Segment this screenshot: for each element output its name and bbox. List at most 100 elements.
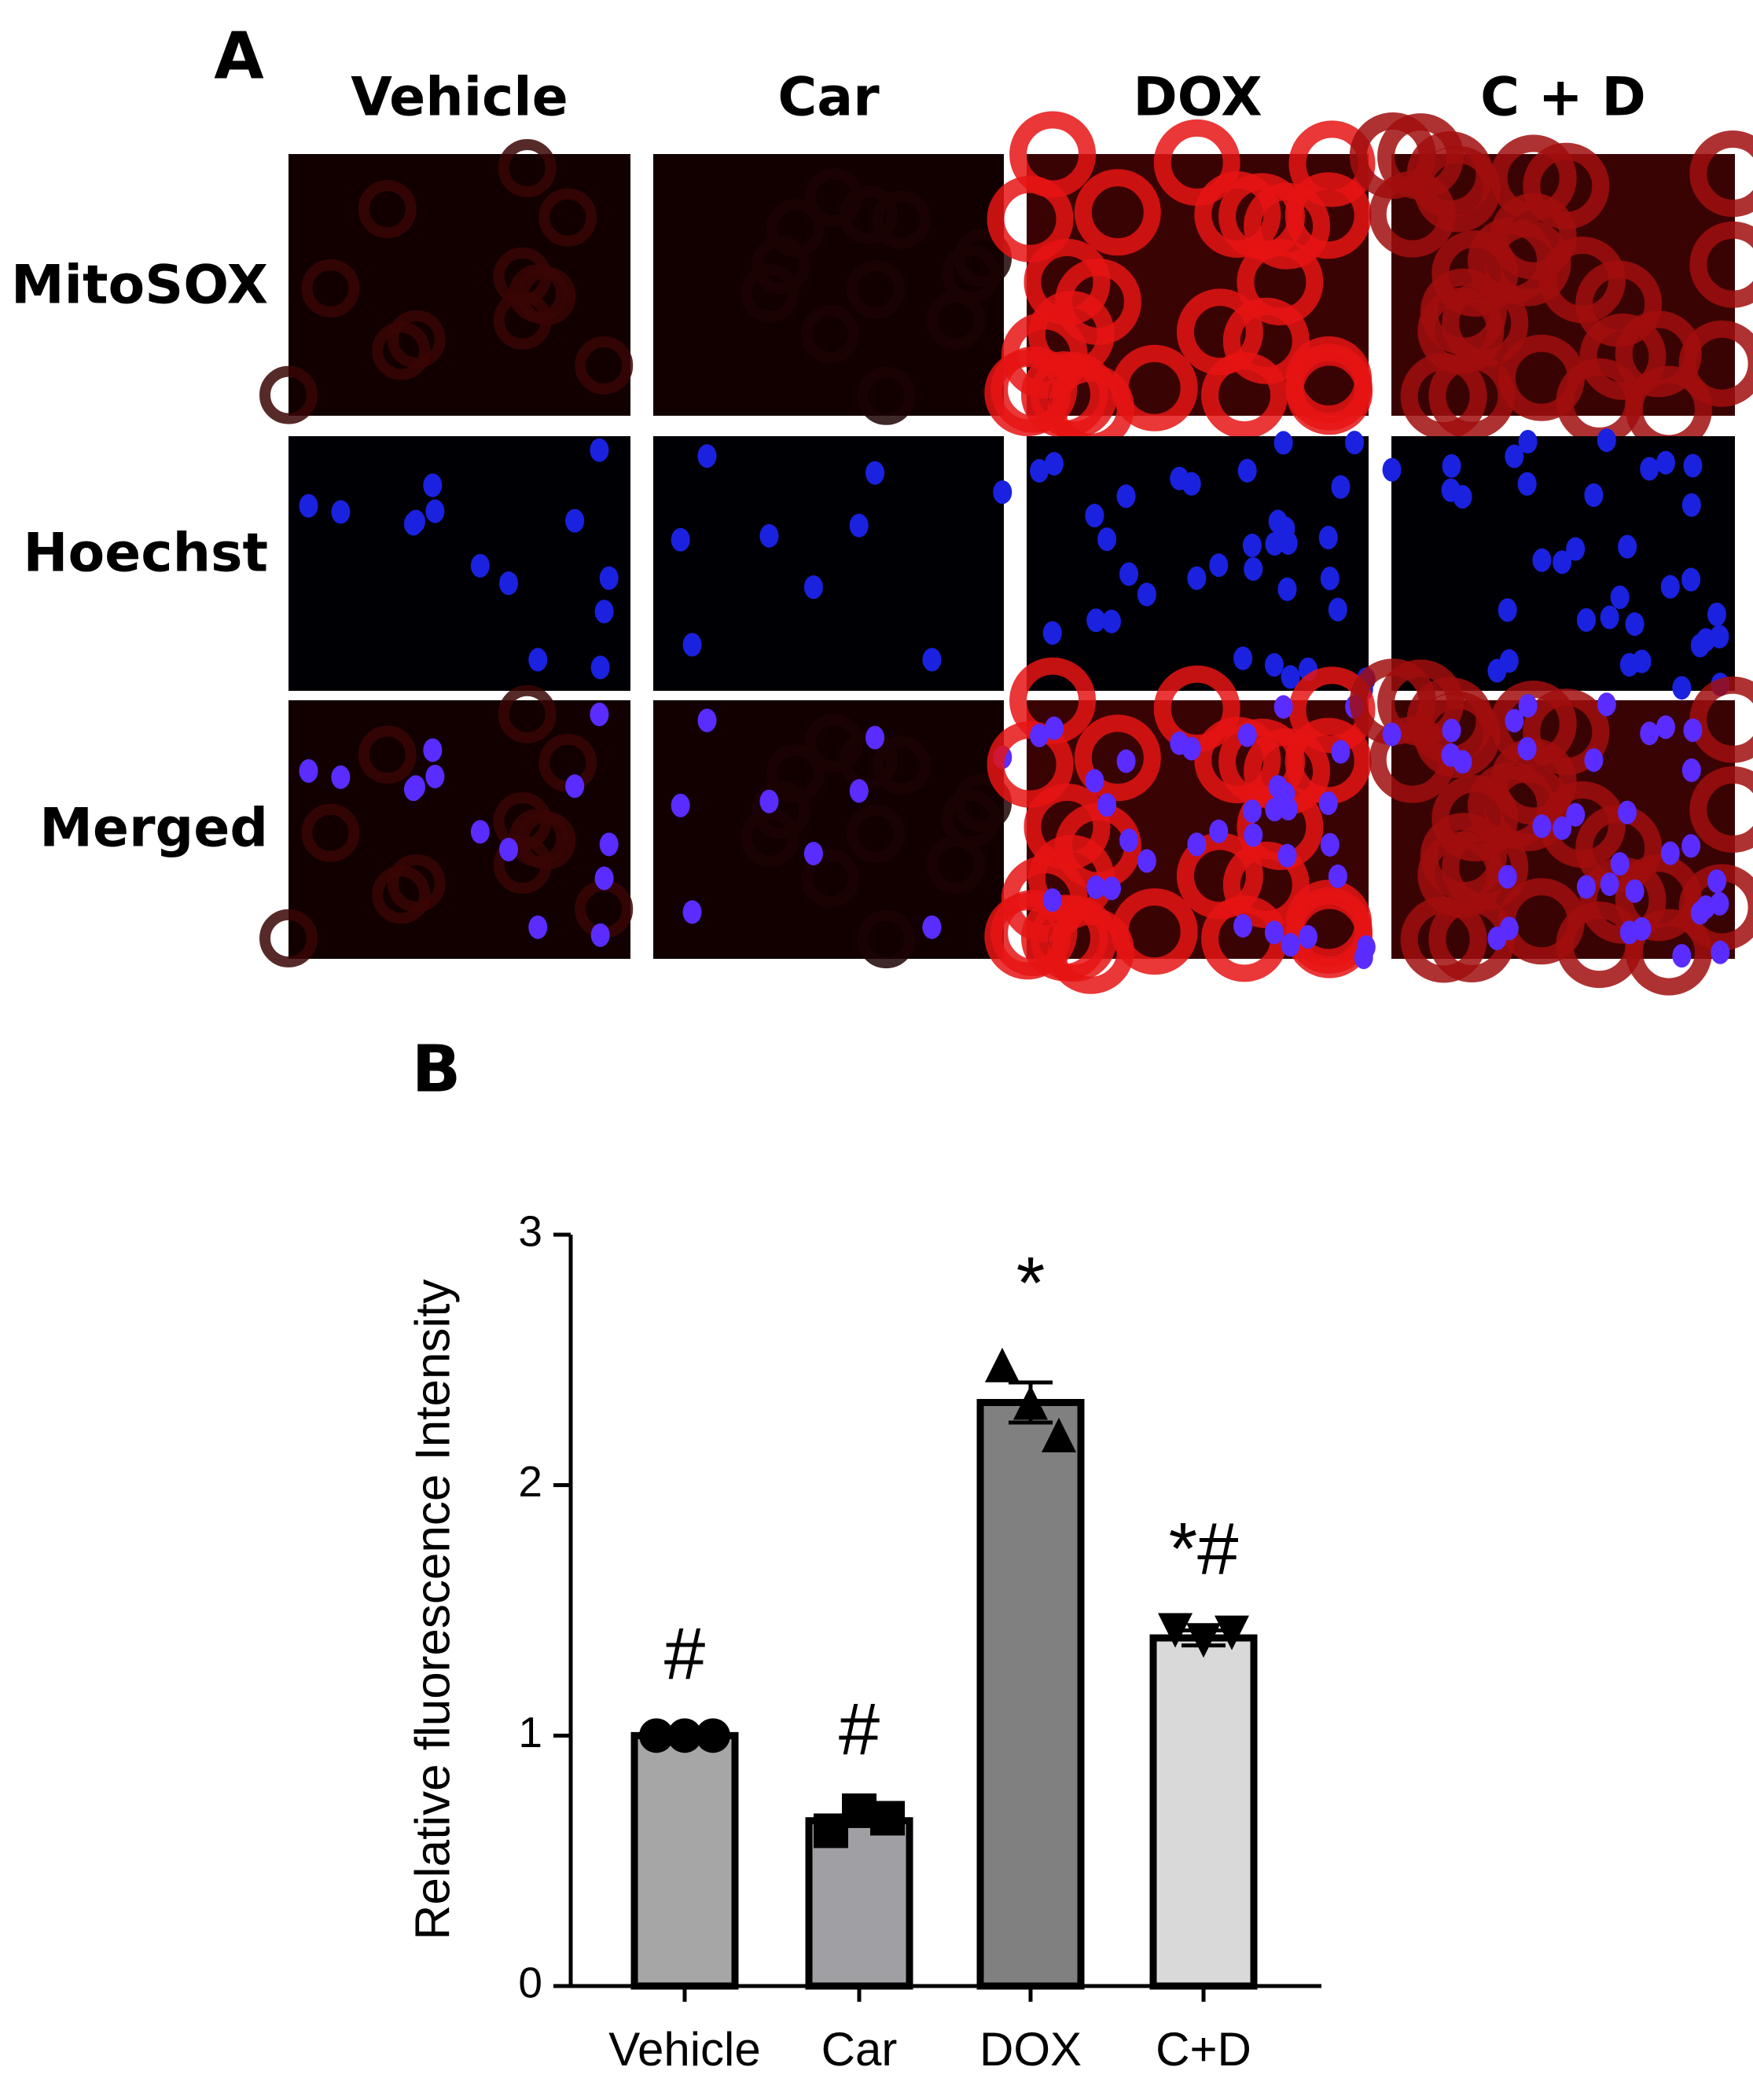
nucleus	[590, 438, 609, 462]
nucleus	[1707, 602, 1726, 626]
nucleus	[1619, 920, 1639, 945]
micrograph-background	[653, 436, 1004, 691]
nucleus	[1273, 695, 1293, 719]
nucleus	[1318, 526, 1338, 550]
nucleus	[299, 758, 318, 783]
cell	[1400, 896, 1487, 983]
nucleus	[1600, 872, 1619, 897]
nucleus	[599, 566, 619, 590]
cell	[846, 804, 905, 863]
nucleus	[1610, 852, 1630, 876]
nucleus	[1298, 925, 1318, 949]
micrograph	[653, 154, 1012, 425]
nucleus	[849, 779, 869, 803]
nucleus	[1209, 553, 1229, 578]
micrograph	[288, 436, 630, 691]
column-header: DOX	[1133, 67, 1262, 129]
micrograph	[984, 657, 1376, 994]
nucleus	[1209, 819, 1229, 843]
nucleus	[1137, 849, 1156, 873]
nucleus	[1640, 721, 1659, 746]
panel-label: B	[412, 1032, 461, 1107]
y-tick-label: 2	[518, 1457, 542, 1506]
data-point	[639, 1718, 674, 1753]
nucleus	[1690, 633, 1710, 658]
nucleus	[1116, 749, 1136, 773]
nucleus	[565, 774, 585, 799]
cell	[1176, 288, 1263, 376]
nucleus	[1345, 431, 1365, 455]
nucleus	[1707, 869, 1726, 894]
nucleus	[1576, 608, 1596, 632]
data-point	[985, 1347, 1020, 1382]
nucleus	[803, 842, 823, 866]
significance-label: #	[664, 1612, 705, 1694]
nucleus	[1597, 428, 1616, 453]
cell	[801, 305, 860, 364]
data-point	[1013, 1385, 1048, 1420]
nucleus	[1265, 798, 1284, 822]
nucleus	[1600, 605, 1619, 630]
cell	[1689, 130, 1753, 218]
nucleus	[1281, 665, 1300, 689]
nucleus	[1618, 534, 1637, 559]
cell	[1349, 112, 1436, 200]
nucleus	[1237, 458, 1257, 483]
nucleus	[1242, 799, 1262, 824]
nucleus	[682, 633, 702, 657]
nucleus	[1101, 876, 1121, 901]
nucleus	[1656, 450, 1675, 475]
cell	[493, 247, 552, 306]
nucleus	[1711, 940, 1730, 964]
nucleus	[697, 708, 717, 732]
nucleus	[1681, 493, 1701, 517]
nucleus	[1597, 692, 1616, 717]
cell	[538, 188, 597, 247]
nucleus	[1683, 453, 1703, 478]
column-header: Car	[777, 67, 880, 129]
nucleus	[1584, 748, 1604, 773]
nucleus	[1318, 791, 1338, 816]
nucleus	[1566, 537, 1586, 561]
nucleus	[1277, 577, 1297, 601]
micrograph	[259, 685, 634, 967]
nucleus	[1097, 527, 1117, 552]
nucleus	[1518, 694, 1538, 718]
y-axis-title: Relative fluorescence Intensity	[406, 1279, 460, 1940]
data-point	[696, 1718, 730, 1753]
nucleus	[682, 900, 702, 924]
nucleus	[1170, 466, 1189, 490]
nucleus	[299, 494, 318, 518]
nucleus	[403, 777, 423, 802]
nucleus	[1505, 444, 1524, 468]
nucleus	[865, 461, 885, 485]
data-point	[1215, 1615, 1249, 1650]
nucleus	[671, 527, 690, 552]
nucleus	[849, 513, 869, 538]
nucleus	[1498, 598, 1517, 622]
cell	[1027, 291, 1115, 378]
nucleus	[1170, 731, 1189, 755]
micrograph	[1382, 428, 1735, 700]
nucleus	[1681, 567, 1701, 592]
nucleus	[1532, 814, 1552, 839]
x-tick-label: Vehicle	[608, 2023, 760, 2076]
nucleus	[1487, 659, 1507, 683]
cell	[926, 291, 985, 350]
nucleus	[1244, 823, 1263, 847]
nucleus	[1681, 758, 1701, 783]
cell	[1074, 169, 1161, 256]
nucleus	[528, 915, 548, 939]
cell	[358, 725, 417, 784]
cell	[1579, 313, 1667, 400]
nucleus	[1625, 879, 1645, 903]
cell	[954, 229, 1012, 288]
nucleus	[1044, 716, 1064, 740]
nucleus	[423, 473, 443, 497]
nucleus	[1320, 832, 1340, 857]
x-tick-label: Car	[821, 2023, 898, 2076]
nucleus	[1532, 548, 1552, 572]
cell	[752, 780, 810, 839]
nucleus	[1442, 718, 1461, 743]
